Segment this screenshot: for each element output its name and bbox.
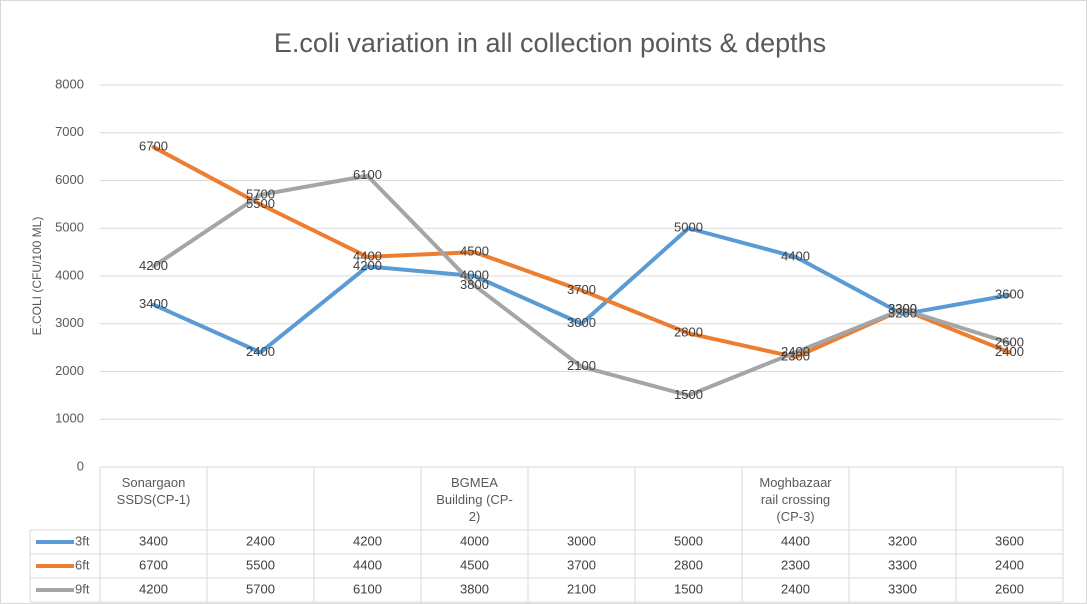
category-label: BGMEA Building (CP-2)	[436, 475, 513, 524]
data-label: 3800	[460, 277, 489, 292]
table-value: 4200	[353, 533, 382, 548]
y-tick-label: 6000	[55, 172, 84, 187]
data-label: 2400	[246, 344, 275, 359]
table-value: 3800	[460, 581, 489, 596]
legend-label: 3ft	[75, 533, 90, 548]
table-value: 4500	[460, 557, 489, 572]
data-label: 3300	[888, 301, 917, 316]
table-value: 5700	[246, 581, 275, 596]
data-label: 6700	[139, 139, 168, 154]
data-label: 4400	[353, 248, 382, 263]
data-label: 2300	[781, 349, 810, 364]
series-line	[151, 173, 1012, 398]
category-label: Sonargaon SSDS(CP-1)	[116, 475, 191, 507]
data-label: 4500	[460, 244, 489, 259]
data-label: 2400	[995, 344, 1024, 359]
table-value: 2800	[674, 557, 703, 572]
data-label: 3200	[888, 306, 917, 321]
table-value: 6100	[353, 581, 382, 596]
table-value: 3400	[139, 533, 168, 548]
data-label: 4400	[781, 248, 810, 263]
y-tick-label: 3000	[55, 315, 84, 330]
table-value: 2300	[781, 557, 810, 572]
data-label: 3300	[888, 301, 917, 316]
data-label: 5500	[246, 196, 275, 211]
data-label: 1500	[674, 387, 703, 402]
y-tick-label: 7000	[55, 124, 84, 139]
y-tick-label: 0	[77, 458, 84, 473]
data-label: 6100	[353, 167, 382, 182]
table-value: 3600	[995, 533, 1024, 548]
table-value: 2400	[246, 533, 275, 548]
table-value: 4200	[139, 581, 168, 596]
data-label: 3400	[139, 296, 168, 311]
data-label: 3600	[995, 287, 1024, 302]
data-label: 3700	[567, 282, 596, 297]
table-value: 4000	[460, 533, 489, 548]
table-value: 3000	[567, 533, 596, 548]
y-tick-label: 8000	[55, 76, 84, 91]
data-label: 2600	[995, 334, 1024, 349]
data-label: 4200	[353, 258, 382, 273]
table-value: 2400	[995, 557, 1024, 572]
table-value: 2400	[781, 581, 810, 596]
data-label: 5700	[246, 186, 275, 201]
y-axis-title: E.COLI (CFU/100 ML)	[30, 217, 44, 336]
data-label: 3000	[567, 315, 596, 330]
table-value: 3300	[888, 557, 917, 572]
table-value: 3700	[567, 557, 596, 572]
data-label: 5000	[674, 220, 703, 235]
y-tick-label: 1000	[55, 411, 84, 426]
table-value: 2100	[567, 581, 596, 596]
table-value: 5500	[246, 557, 275, 572]
table-value: 2600	[995, 581, 1024, 596]
data-label: 2400	[781, 344, 810, 359]
y-tick-label: 5000	[55, 220, 84, 235]
data-label: 4200	[139, 258, 168, 273]
legend-label: 6ft	[75, 557, 90, 572]
data-label: 2100	[567, 358, 596, 373]
y-tick-label: 4000	[55, 267, 84, 282]
table-value: 6700	[139, 557, 168, 572]
chart-title: E.coli variation in all collection point…	[274, 28, 826, 58]
table-value: 4400	[781, 533, 810, 548]
data-label: 4000	[460, 267, 489, 282]
data-label: 2800	[674, 325, 703, 340]
category-label: Moghbazaar rail crossing (CP-3)	[759, 475, 832, 524]
y-tick-label: 2000	[55, 363, 84, 378]
table-value: 3300	[888, 581, 917, 596]
table-value: 5000	[674, 533, 703, 548]
table-value: 4400	[353, 557, 382, 572]
legend-label: 9ft	[75, 581, 90, 596]
table-value: 3200	[888, 533, 917, 548]
series-line	[151, 226, 1012, 355]
table-value: 1500	[674, 581, 703, 596]
